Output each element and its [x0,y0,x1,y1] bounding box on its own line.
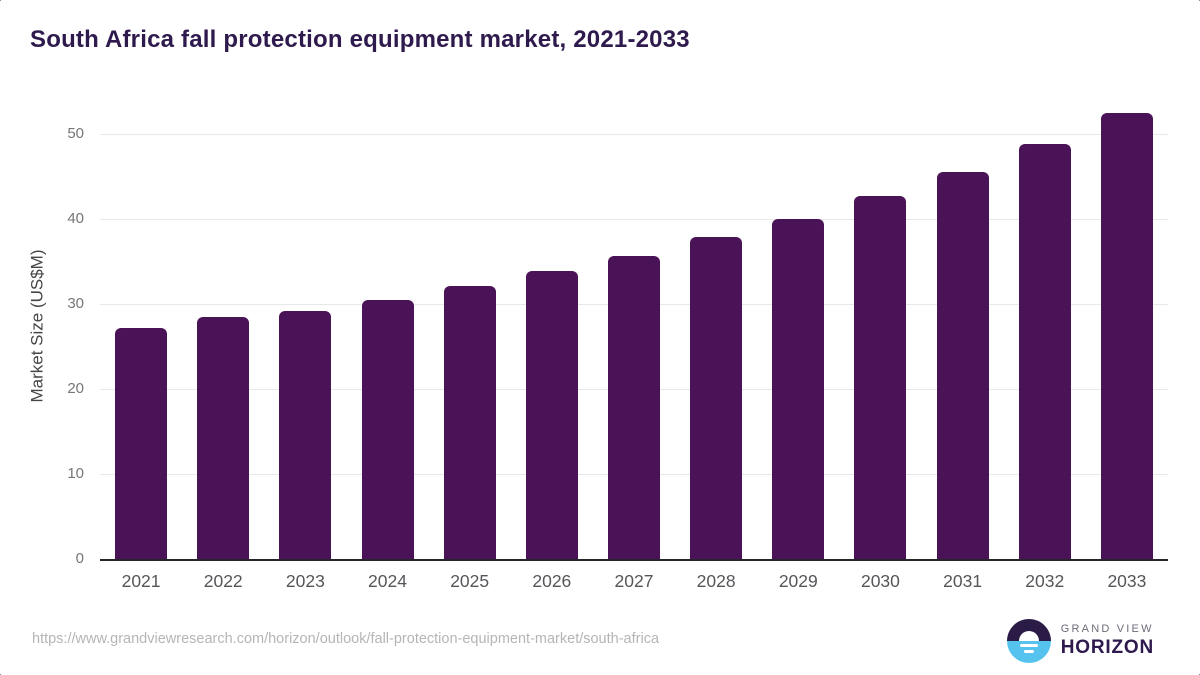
y-tick-label-50: 50 [67,125,84,143]
y-tick-label-40: 40 [67,210,84,228]
card-corner-border [0,662,13,675]
x-tick-label-2030: 2030 [860,571,900,591]
bar-2023 [279,311,332,559]
grand-view-horizon-logo: GRAND VIEW HORIZON [1006,619,1154,663]
horizon-logo-sun [1018,631,1039,641]
logo-text-grand-view: GRAND VIEW [1060,623,1154,635]
gridline-50 [100,133,1168,135]
y-axis-title-text: Market Size (US$M) [28,248,47,403]
logo-text: GRAND VIEW HORIZON [1061,623,1154,659]
x-tick-label-2029: 2029 [778,571,818,591]
bar-2027 [608,255,660,559]
bar-2033 [1100,113,1153,559]
plot-area: 0 10 20 30 40 50 2021 2022 2023 2024 2025 2026 2027 2… [67,92,1168,591]
x-tick-label-2031: 2031 [943,571,983,591]
horizon-logo-sky [1006,619,1051,641]
y-tick-label-10: 10 [67,465,84,483]
x-tick-label-2021: 2021 [121,571,161,591]
bar-2022 [197,317,250,559]
card-corner-border [1187,662,1200,675]
x-tick-label-2033: 2033 [1107,571,1147,591]
x-tick-label-2023: 2023 [285,571,325,591]
y-tick-label-20: 20 [67,380,84,398]
bar-2029 [772,218,825,559]
logo-text-horizon: HORIZON [1060,637,1154,658]
bar-2030 [854,195,907,559]
chart-title: South Africa fall protection equipment m… [30,26,690,53]
card-corner-border [0,0,13,13]
source-url: https://www.grandviewresearch.com/horizo… [32,631,660,647]
bar-2026 [525,271,578,559]
y-tick-label-0: 0 [75,550,84,567]
x-tick-label-2027: 2027 [614,571,654,591]
bar-2031 [936,171,989,559]
y-axis-title: Market Size (US$M) [18,92,58,559]
horizon-logo-icon [1006,619,1051,663]
horizon-logo-reflection-line [1019,644,1038,647]
bar-2028 [690,237,743,559]
x-tick-label-2022: 2022 [203,571,243,591]
horizon-logo-reflection-line [1023,650,1034,653]
y-tick-label-30: 30 [67,295,84,313]
bar-2032 [1018,143,1071,559]
bar-2025 [443,286,496,559]
card-corner-border [1187,0,1200,13]
x-tick-label-2028: 2028 [696,571,736,591]
x-tick-label-2024: 2024 [368,571,407,591]
x-tick-label-2026: 2026 [532,571,572,591]
x-tick-label-2025: 2025 [450,571,490,591]
bar-2024 [361,300,414,559]
gridline-40 [100,218,1168,220]
bar-2021 [115,328,168,559]
x-tick-label-2032: 2032 [1025,571,1065,591]
